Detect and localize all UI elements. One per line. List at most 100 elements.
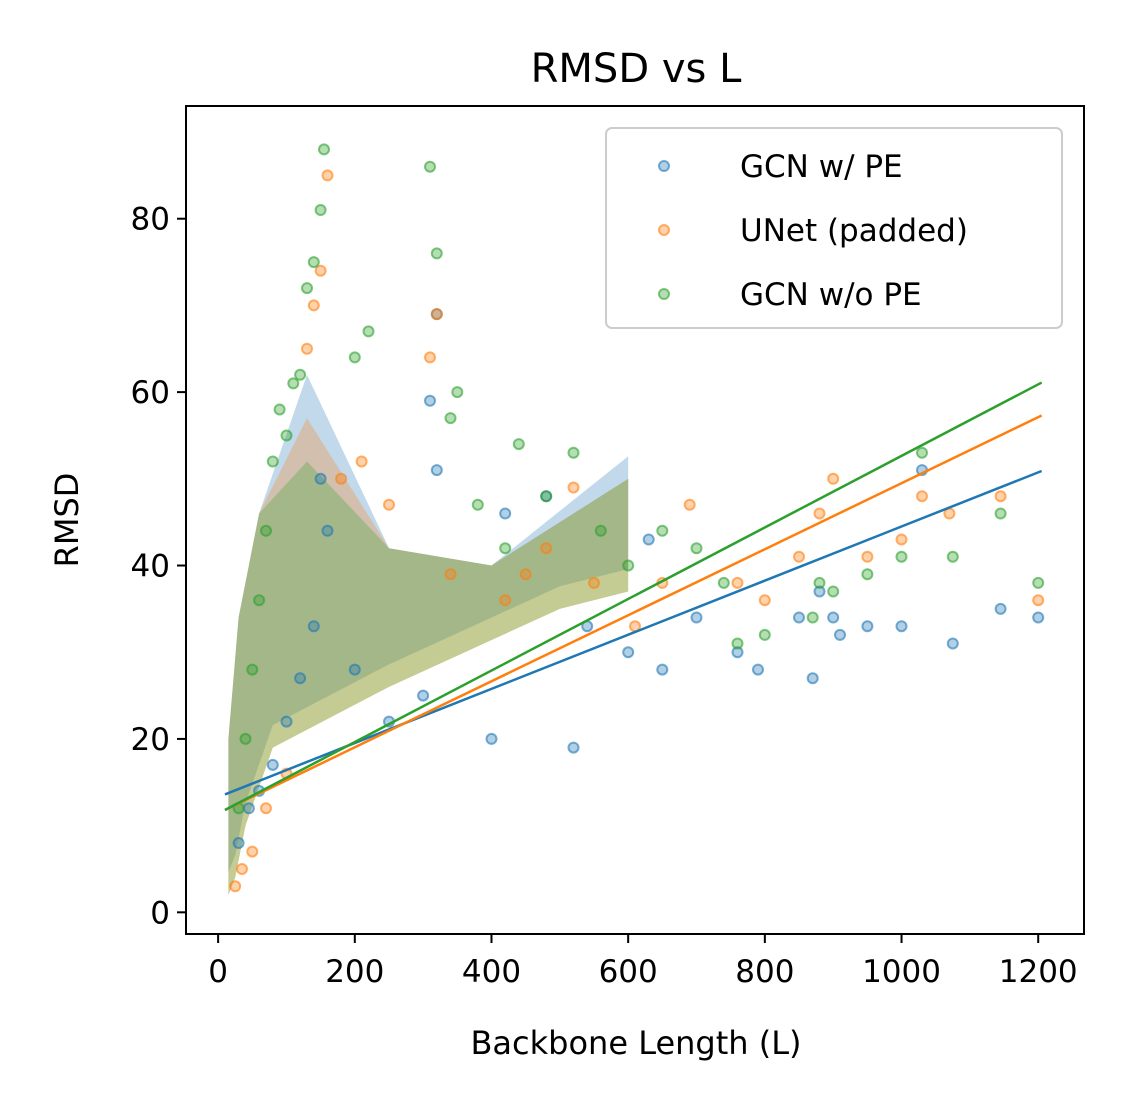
scatter-point-series-2 [236,863,248,875]
fit-lines [224,381,1043,812]
scatter-point-series-3 [994,507,1007,520]
scatter-point-series-3 [471,498,484,511]
scatter-point-series-3 [827,585,840,598]
x-tick-label: 200 [325,954,384,990]
dense-cloud-2 [228,418,629,895]
scatter-point-series-1 [294,672,307,685]
legend-marker-series-2 [658,224,670,236]
scatter-point-series-3 [813,576,826,589]
scatter-point-series-1 [861,620,874,633]
scatter-point-series-1 [731,646,744,659]
scatter-point-series-3 [301,282,313,295]
scatter-point-series-3 [499,542,512,555]
scatter-point-series-2 [827,472,840,485]
scatter-point-series-2 [916,490,928,503]
scatter-point-series-3 [690,542,703,555]
legend-marker-series-1 [658,160,670,172]
x-tick-label: 800 [735,954,794,990]
scatter-point-series-1 [642,533,655,546]
dense-cloud-1 [228,374,629,873]
scatter-point-series-1 [1032,611,1045,624]
scatter-point-series-2 [1032,594,1045,607]
scatter-point-series-2 [588,576,600,589]
scatter-point-series-1 [307,620,320,633]
scatter-point-series-1 [280,715,293,728]
scatter-point-series-2 [540,542,553,555]
scatter-point-series-1 [567,741,580,754]
legend-marker-series-3 [658,288,670,300]
scatter-point-series-1 [242,802,255,815]
x-tick-label: 600 [599,954,658,990]
y-tick-label: 40 [131,549,170,585]
y-tick-label: 80 [131,202,170,238]
legend-label-series-3: GCN w/o PE [740,277,922,313]
y-axis-ticks: 0 20 40 60 80 [131,202,186,931]
scatter-point-series-3 [266,455,279,468]
scatter-point-series-1 [656,663,669,676]
scatter-point-series-3 [656,524,669,537]
scatter-point-series-3 [246,663,259,676]
scatter-point-series-2 [994,490,1007,503]
scatter-point-series-3 [239,732,252,745]
scatter-point-series-1 [417,689,430,702]
scatter-point-series-3 [946,550,959,563]
scatter-point-series-3 [318,143,330,156]
scatter-point-series-1 [895,620,908,633]
scatter-point-series-2 [383,498,395,511]
fit-line-series-3 [224,381,1043,812]
scatter-point-series-2 [314,264,327,277]
scatter-point-series-2 [246,845,259,858]
scatter-point-series-3 [348,351,361,364]
scatter-point-series-3 [731,637,744,650]
scatter-point-series-3 [540,490,553,503]
scatter-point-series-1 [690,611,703,624]
scatter-point-series-1 [321,524,334,537]
scatter-point-series-3 [567,446,580,459]
scatter-point-series-3 [280,429,293,442]
scatter-point-series-1 [793,611,805,624]
scatter-point-series-2 [683,498,696,511]
scatter-point-series-2 [813,507,826,520]
scatter-point-series-1 [827,611,840,624]
scatter-point-series-3 [424,160,436,173]
fit-line-series-1 [224,469,1043,796]
scatter-point-series-2 [758,594,771,607]
x-axis-label: Backbone Length (L) [470,1024,801,1062]
scatter-point-series-1 [806,672,819,685]
scatter-point-series-2 [229,880,242,893]
scatter-point-series-1 [499,507,512,520]
x-tick-label: 0 [208,954,228,990]
scatter-point-series-3 [806,611,819,624]
scatter-point-series-1 [266,758,279,771]
scatter-point-series-2 [444,568,457,581]
scatter-point-series-2 [355,455,368,468]
scatter-point-series-2 [301,342,313,355]
fit-line-series-2 [224,414,1043,812]
scatter-point-series-3 [1032,576,1045,589]
legend-box [605,127,1063,329]
scatter-point-series-1 [430,464,443,477]
scatter-point-series-3 [273,403,286,416]
y-axis-label: RMSD [48,473,86,568]
scatter-point-series-1 [834,628,846,641]
scatter-point-series-2 [430,308,443,321]
scatter-point-series-1 [946,637,959,650]
y-tick-label: 0 [150,895,170,931]
scatter-point-series-2 [307,299,320,312]
chart-title: RMSD vs L [531,46,742,92]
scatter-point-series-2 [335,472,348,485]
scatter-point-series-2 [731,576,744,589]
x-tick-label: 1200 [999,954,1078,990]
scatter-point-series-1 [813,585,826,598]
scatter-point-series-3 [444,412,457,425]
scatter-point-series-2 [567,481,580,494]
scatter-point-series-3 [594,524,607,537]
scatter-point-series-2 [519,568,532,581]
scatter-point-series-2 [895,533,908,546]
scatter-point-series-3 [717,576,730,589]
scatter-point-series-3 [253,594,266,607]
scatter-point-series-1 [348,663,361,676]
y-tick-label: 60 [131,375,170,411]
scatter-point-series-2 [260,802,272,815]
